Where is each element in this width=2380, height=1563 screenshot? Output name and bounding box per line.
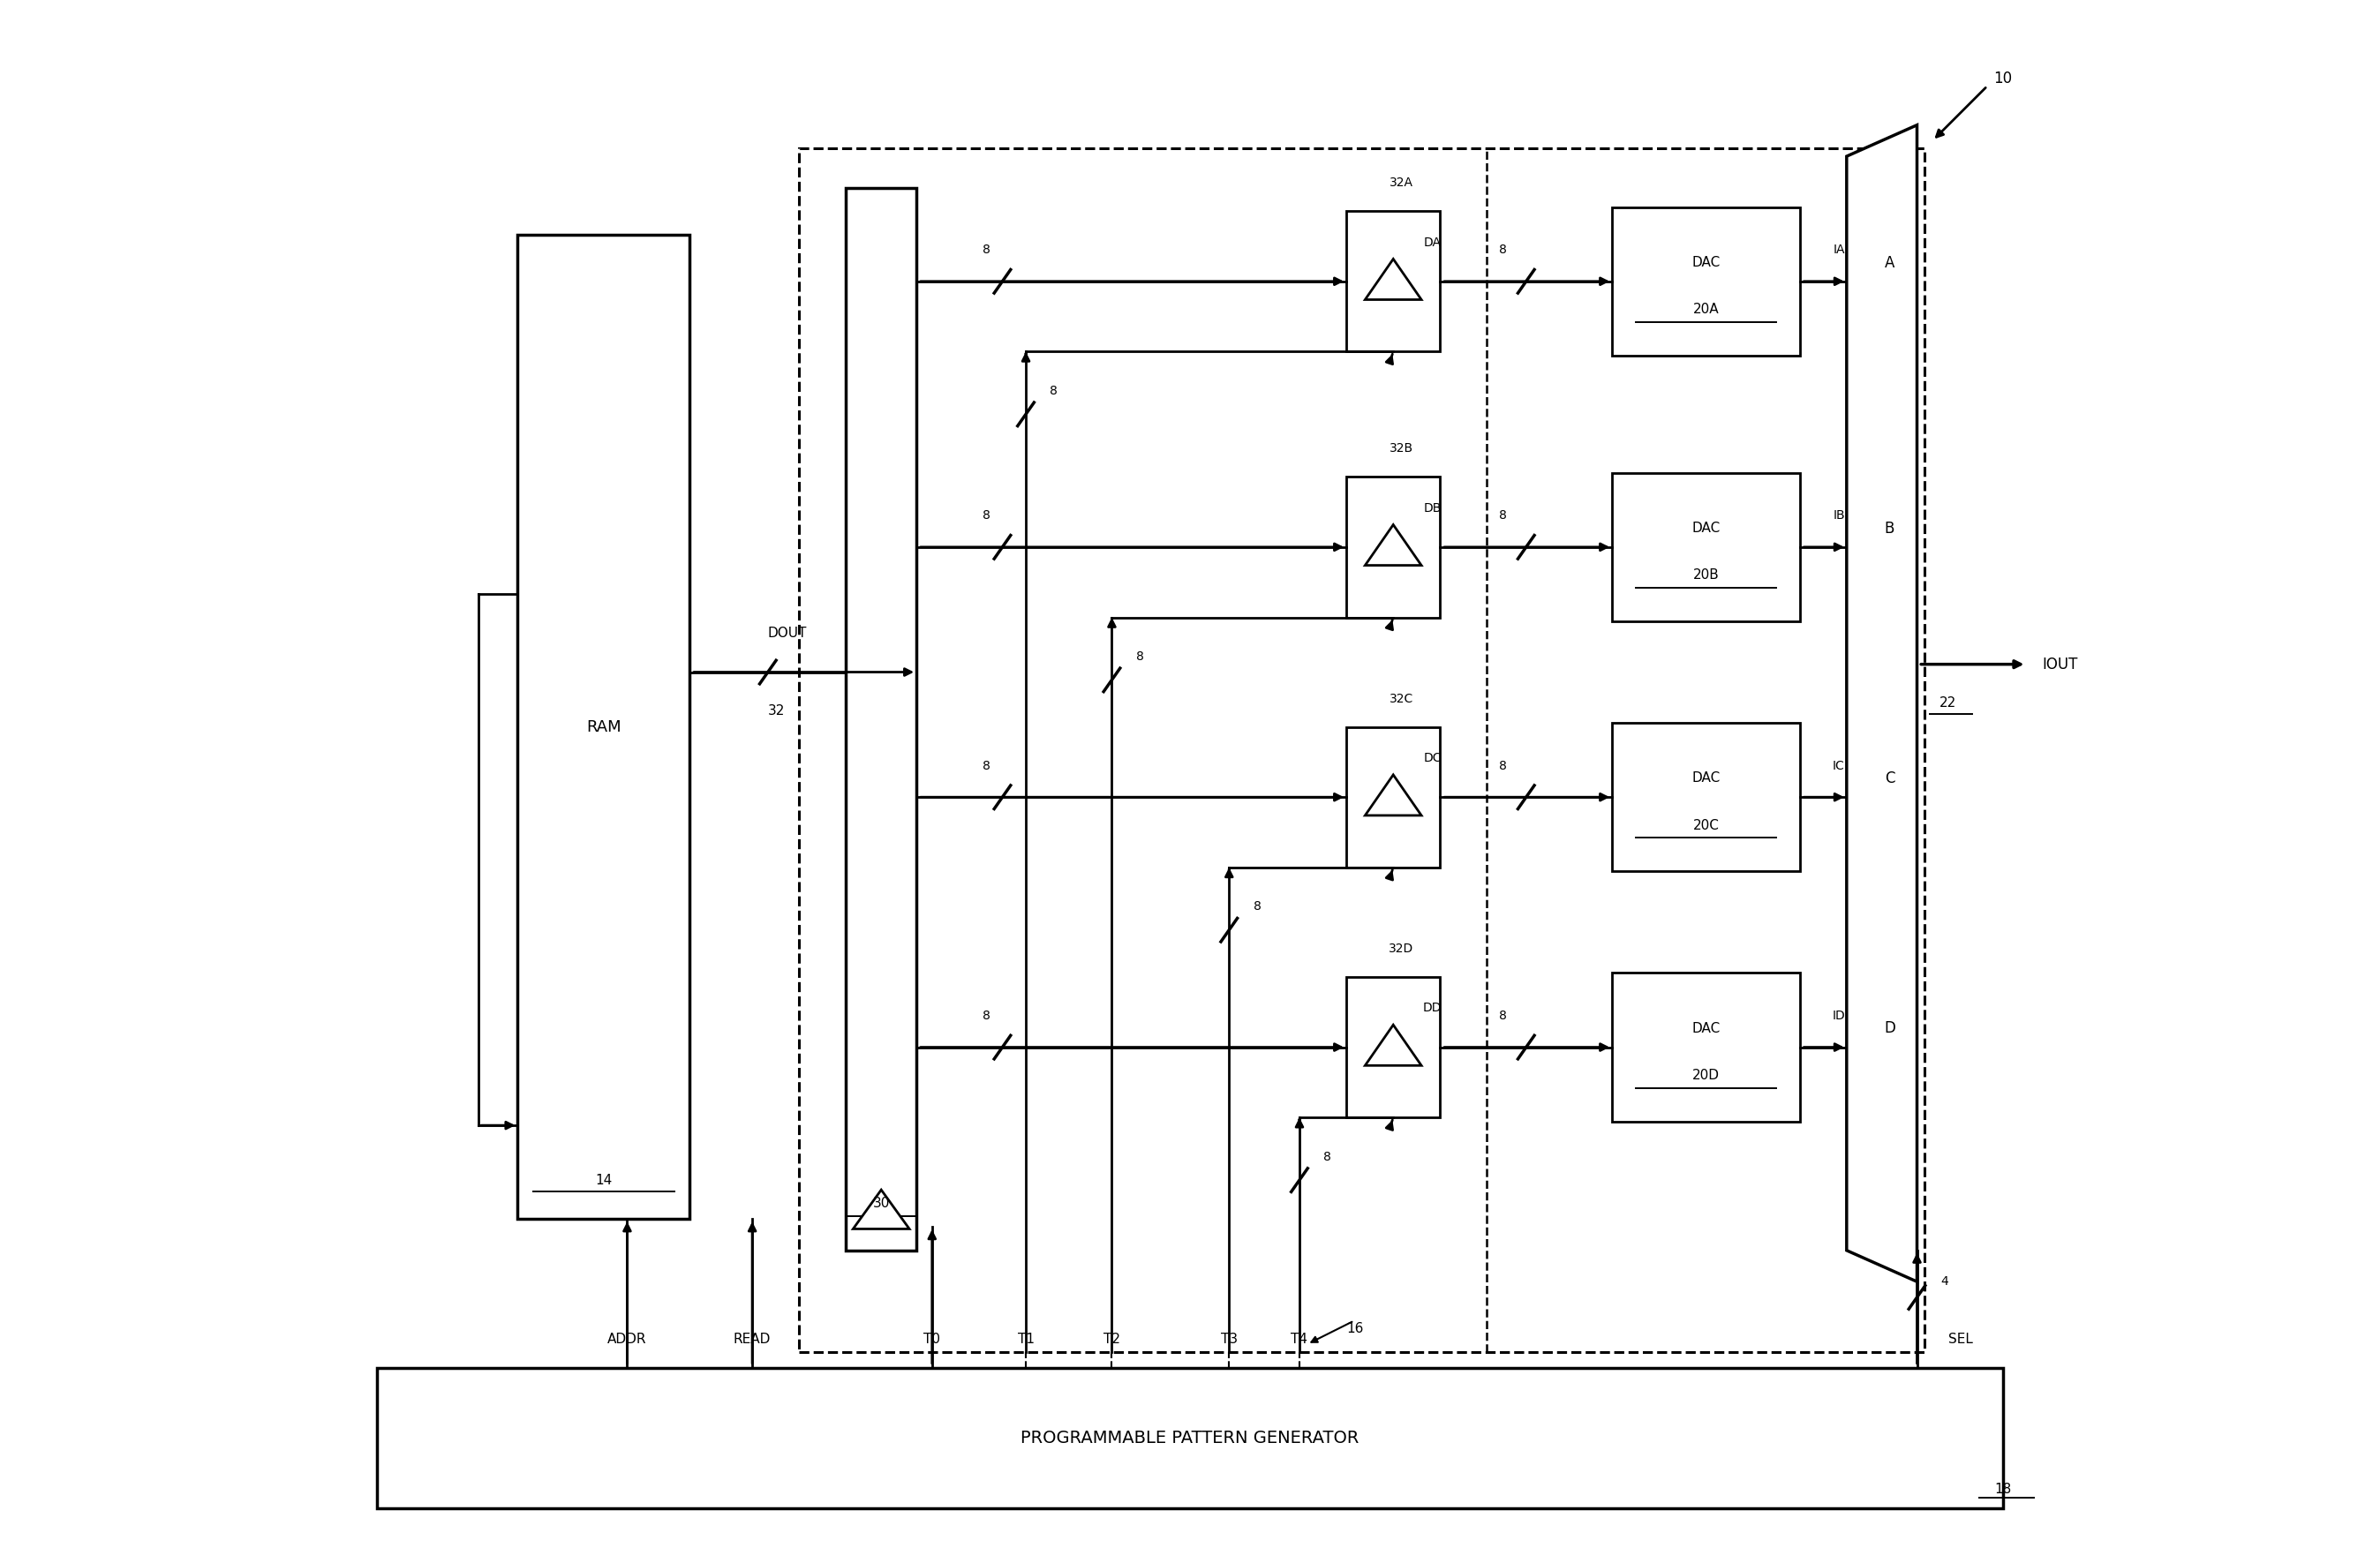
Bar [1611, 206, 1799, 356]
Text: DC: DC [1423, 752, 1442, 764]
Text: IA: IA [1833, 244, 1844, 256]
Text: ADDR: ADDR [607, 1333, 647, 1346]
Text: PROGRAMMABLE PATTERN GENERATOR: PROGRAMMABLE PATTERN GENERATOR [1021, 1430, 1359, 1446]
Polygon shape [852, 1189, 909, 1229]
Polygon shape [1366, 1025, 1421, 1066]
Text: 8: 8 [983, 510, 990, 522]
Text: T4: T4 [1290, 1333, 1309, 1346]
Text: C: C [1885, 771, 1894, 786]
Text: READ: READ [733, 1333, 771, 1346]
Text: 32: 32 [769, 705, 785, 717]
Bar [1347, 977, 1440, 1118]
Bar [845, 188, 916, 1250]
Text: 18: 18 [1994, 1483, 2011, 1496]
Text: DOUT: DOUT [769, 627, 807, 639]
Text: 8: 8 [1499, 510, 1507, 522]
Text: SEL: SEL [1949, 1333, 1973, 1346]
Text: 20A: 20A [1692, 303, 1718, 316]
Text: 20D: 20D [1692, 1069, 1721, 1082]
Text: D: D [1885, 1021, 1894, 1036]
Text: 8: 8 [1499, 244, 1507, 256]
Bar [376, 1368, 2004, 1508]
Text: DAC: DAC [1692, 1022, 1721, 1035]
Text: DA: DA [1423, 236, 1442, 249]
Text: 20B: 20B [1692, 569, 1718, 581]
Text: DAC: DAC [1692, 522, 1721, 535]
Polygon shape [1366, 775, 1421, 816]
Polygon shape [1366, 259, 1421, 300]
Text: T2: T2 [1104, 1333, 1121, 1346]
Text: 10: 10 [1994, 70, 2013, 86]
Bar [519, 234, 690, 1219]
Text: 20C: 20C [1692, 819, 1718, 832]
Text: 8: 8 [1254, 900, 1261, 913]
Text: 8: 8 [983, 244, 990, 256]
Text: DAC: DAC [1692, 772, 1721, 785]
Text: DB: DB [1423, 502, 1442, 514]
Text: B: B [1885, 520, 1894, 536]
Text: ID: ID [1833, 1010, 1844, 1022]
Text: 32D: 32D [1388, 942, 1414, 955]
Polygon shape [1366, 525, 1421, 566]
Text: 32B: 32B [1390, 442, 1414, 455]
Polygon shape [1847, 125, 1916, 1282]
Text: 4: 4 [1940, 1275, 1949, 1288]
Bar [800, 148, 1925, 1352]
Bar [1347, 727, 1440, 867]
Text: 8: 8 [1135, 650, 1145, 663]
Text: IOUT: IOUT [2042, 656, 2078, 672]
Bar [1347, 477, 1440, 617]
Text: RAM: RAM [585, 719, 621, 735]
Text: 14: 14 [595, 1174, 612, 1186]
Bar [1611, 972, 1799, 1122]
Text: DAC: DAC [1692, 256, 1721, 269]
Text: 30: 30 [873, 1197, 890, 1210]
Text: A: A [1885, 255, 1894, 270]
Text: 32C: 32C [1390, 692, 1414, 705]
Text: 8: 8 [983, 1010, 990, 1022]
Bar [1611, 722, 1799, 872]
Text: 8: 8 [1499, 1010, 1507, 1022]
Text: 16: 16 [1347, 1322, 1364, 1335]
Text: 22: 22 [1940, 697, 1956, 710]
Text: 8: 8 [983, 760, 990, 772]
Text: T0: T0 [923, 1333, 940, 1346]
Text: 8: 8 [1323, 1150, 1330, 1163]
Text: DD: DD [1423, 1002, 1442, 1014]
Text: 8: 8 [1050, 384, 1057, 397]
Text: IC: IC [1833, 760, 1844, 772]
Text: IB: IB [1833, 510, 1844, 522]
Bar [1347, 211, 1440, 352]
Text: T3: T3 [1221, 1333, 1238, 1346]
Bar [1611, 472, 1799, 621]
Text: T1: T1 [1019, 1333, 1035, 1346]
Text: 32A: 32A [1390, 177, 1414, 189]
Text: 8: 8 [1499, 760, 1507, 772]
